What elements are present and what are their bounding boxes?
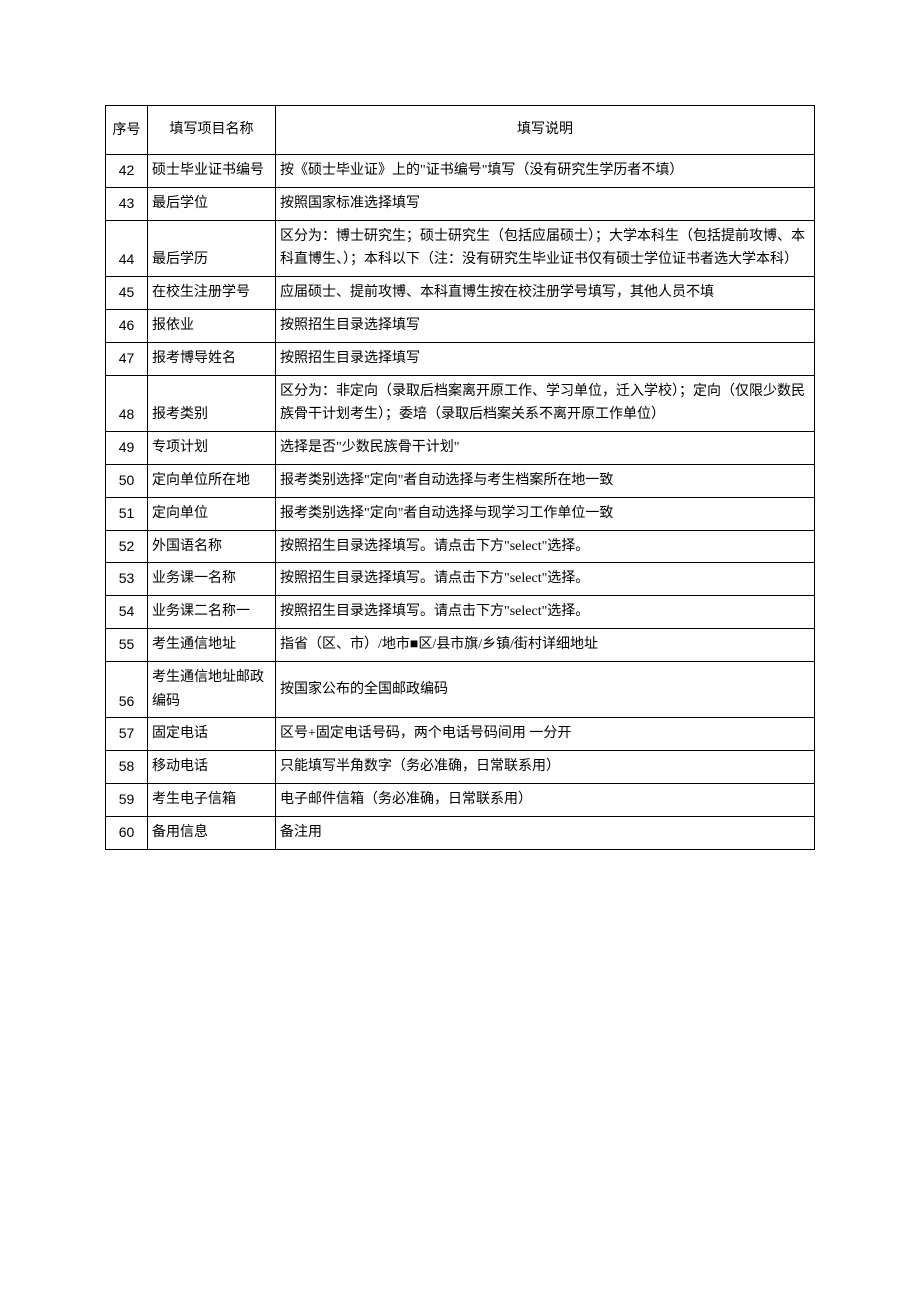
instructions-table: 序号 填写项目名称 填写说明 42硕士毕业证书编号按《硕士毕业证》上的"证书编号…	[105, 105, 815, 850]
cell-name: 固定电话	[148, 718, 276, 751]
table-row: 53业务课一名称按照招生目录选择填写。请点击下方"select"选择。	[106, 563, 815, 596]
cell-desc: 选择是否"少数民族骨干计划"	[276, 432, 815, 465]
cell-desc: 报考类别选择"定向"者自动选择与现学习工作单位一致	[276, 497, 815, 530]
cell-name: 专项计划	[148, 432, 276, 465]
cell-desc: 按照招生目录选择填写	[276, 342, 815, 375]
table-row: 59考生电子信箱电子邮件信箱（务必准确，日常联系用）	[106, 783, 815, 816]
cell-desc: 只能填写半角数字（务必准确，日常联系用）	[276, 751, 815, 784]
header-num: 序号	[106, 106, 148, 155]
cell-num: 55	[106, 628, 148, 661]
cell-num: 43	[106, 187, 148, 220]
cell-num: 44	[106, 220, 148, 277]
table-row: 44最后学历区分为：博士研究生；硕士研究生（包括应届硕士）；大学本科生（包括提前…	[106, 220, 815, 277]
cell-name: 定向单位所在地	[148, 464, 276, 497]
cell-desc: 按国家公布的全国邮政编码	[276, 661, 815, 718]
cell-name: 业务课一名称	[148, 563, 276, 596]
table-row: 51定向单位报考类别选择"定向"者自动选择与现学习工作单位一致	[106, 497, 815, 530]
cell-name: 报依业	[148, 309, 276, 342]
cell-name: 备用信息	[148, 816, 276, 849]
cell-desc: 按照国家标准选择填写	[276, 187, 815, 220]
cell-desc: 备注用	[276, 816, 815, 849]
cell-desc: 应届硕士、提前攻博、本科直博生按在校注册学号填写，其他人员不填	[276, 277, 815, 310]
table-row: 58移动电话只能填写半角数字（务必准确，日常联系用）	[106, 751, 815, 784]
cell-name: 考生通信地址邮政编码	[148, 661, 276, 718]
cell-num: 52	[106, 530, 148, 563]
table-row: 50定向单位所在地报考类别选择"定向"者自动选择与考生档案所在地一致	[106, 464, 815, 497]
table-row: 47报考博导姓名按照招生目录选择填写	[106, 342, 815, 375]
cell-num: 60	[106, 816, 148, 849]
cell-num: 48	[106, 375, 148, 432]
cell-desc: 按照招生目录选择填写。请点击下方"select"选择。	[276, 596, 815, 629]
table-row: 43最后学位按照国家标准选择填写	[106, 187, 815, 220]
cell-name: 考生电子信箱	[148, 783, 276, 816]
table-row: 45在校生注册学号应届硕士、提前攻博、本科直博生按在校注册学号填写，其他人员不填	[106, 277, 815, 310]
cell-num: 59	[106, 783, 148, 816]
cell-num: 42	[106, 155, 148, 188]
cell-num: 46	[106, 309, 148, 342]
table-row: 54业务课二名称一按照招生目录选择填写。请点击下方"select"选择。	[106, 596, 815, 629]
cell-desc: 按《硕士毕业证》上的"证书编号"填写（没有研究生学历者不填）	[276, 155, 815, 188]
cell-num: 47	[106, 342, 148, 375]
cell-desc: 按照招生目录选择填写。请点击下方"select"选择。	[276, 563, 815, 596]
cell-name: 在校生注册学号	[148, 277, 276, 310]
table-row: 46报依业按照招生目录选择填写	[106, 309, 815, 342]
cell-desc: 区分为：博士研究生；硕士研究生（包括应届硕士）；大学本科生（包括提前攻博、本科直…	[276, 220, 815, 277]
cell-name: 定向单位	[148, 497, 276, 530]
cell-num: 54	[106, 596, 148, 629]
cell-num: 53	[106, 563, 148, 596]
cell-num: 49	[106, 432, 148, 465]
cell-desc: 区号+固定电话号码，两个电话号码间用 一分开	[276, 718, 815, 751]
header-name: 填写项目名称	[148, 106, 276, 155]
cell-num: 57	[106, 718, 148, 751]
cell-name: 外国语名称	[148, 530, 276, 563]
table-header-row: 序号 填写项目名称 填写说明	[106, 106, 815, 155]
cell-name: 考生通信地址	[148, 628, 276, 661]
table-row: 55考生通信地址指省（区、市）/地市■区/县市旗/乡镇/街村详细地址	[106, 628, 815, 661]
cell-name: 硕士毕业证书编号	[148, 155, 276, 188]
cell-num: 45	[106, 277, 148, 310]
table-row: 49专项计划选择是否"少数民族骨干计划"	[106, 432, 815, 465]
cell-desc: 报考类别选择"定向"者自动选择与考生档案所在地一致	[276, 464, 815, 497]
table-body: 42硕士毕业证书编号按《硕士毕业证》上的"证书编号"填写（没有研究生学历者不填）…	[106, 155, 815, 850]
header-desc: 填写说明	[276, 106, 815, 155]
cell-name: 最后学位	[148, 187, 276, 220]
table-row: 48报考类别区分为：非定向（录取后档案离开原工作、学习单位，迁入学校）；定向（仅…	[106, 375, 815, 432]
cell-desc: 区分为：非定向（录取后档案离开原工作、学习单位，迁入学校）；定向（仅限少数民族骨…	[276, 375, 815, 432]
table-row: 42硕士毕业证书编号按《硕士毕业证》上的"证书编号"填写（没有研究生学历者不填）	[106, 155, 815, 188]
cell-name: 最后学历	[148, 220, 276, 277]
cell-desc: 电子邮件信箱（务必准确，日常联系用）	[276, 783, 815, 816]
cell-name: 业务课二名称一	[148, 596, 276, 629]
cell-num: 56	[106, 661, 148, 718]
cell-num: 50	[106, 464, 148, 497]
table-row: 52外国语名称按照招生目录选择填写。请点击下方"select"选择。	[106, 530, 815, 563]
cell-name: 报考类别	[148, 375, 276, 432]
cell-desc: 按照招生目录选择填写。请点击下方"select"选择。	[276, 530, 815, 563]
cell-name: 报考博导姓名	[148, 342, 276, 375]
cell-num: 58	[106, 751, 148, 784]
table-row: 60备用信息备注用	[106, 816, 815, 849]
cell-desc: 按照招生目录选择填写	[276, 309, 815, 342]
table-row: 56考生通信地址邮政编码按国家公布的全国邮政编码	[106, 661, 815, 718]
table-row: 57固定电话区号+固定电话号码，两个电话号码间用 一分开	[106, 718, 815, 751]
cell-name: 移动电话	[148, 751, 276, 784]
cell-num: 51	[106, 497, 148, 530]
cell-desc: 指省（区、市）/地市■区/县市旗/乡镇/街村详细地址	[276, 628, 815, 661]
